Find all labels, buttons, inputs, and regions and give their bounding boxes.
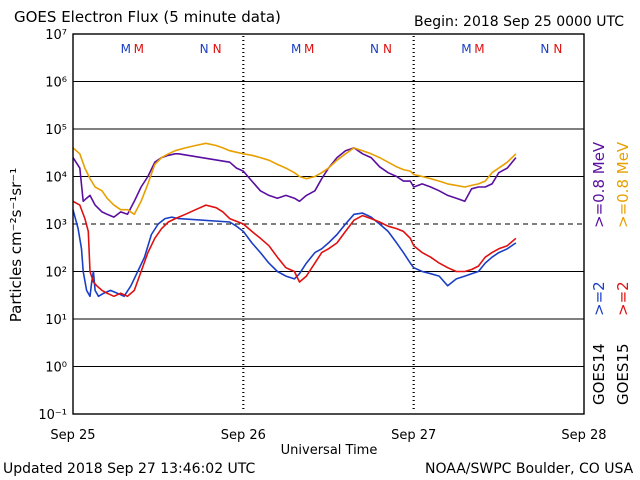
marker-label: M <box>304 42 314 56</box>
y-tick-label: 10⁶ <box>45 76 67 91</box>
marker-label: N <box>370 42 379 56</box>
y-axis-label: Particles cm⁻²s⁻¹sr⁻¹ <box>7 168 25 322</box>
grid <box>73 80 584 368</box>
marker-label: N <box>200 42 209 56</box>
marker-label: M <box>461 42 471 56</box>
x-axis-label: Universal Time <box>281 443 378 458</box>
legend: GOES14 >=2 >=0.8 MeV GOES15 >=2 >=0.8 Me… <box>590 141 632 405</box>
series-layer <box>72 142 517 298</box>
y-tick-label: 10⁻¹ <box>38 408 67 423</box>
series-line <box>72 142 517 216</box>
y-tick-label: 10⁵ <box>45 123 67 138</box>
marker-label: N <box>553 42 562 56</box>
series-line <box>72 200 517 298</box>
chart-title: GOES Electron Flux (5 minute data) <box>14 8 281 26</box>
y-tick-label: 10⁴ <box>45 171 67 186</box>
legend-ge2-goes15: >=2 <box>614 281 632 316</box>
y-tick-label: 10² <box>45 266 67 281</box>
legend-ge08-goes15: >=0.8 MeV <box>614 141 632 228</box>
plot-frame <box>72 33 585 415</box>
y-tick-label: 10⁰ <box>45 361 67 376</box>
marker-label: M <box>474 42 484 56</box>
legend-goes14: GOES14 <box>590 343 608 405</box>
marker-label: N <box>383 42 392 56</box>
marker-label: M <box>121 42 131 56</box>
legend-goes15: GOES15 <box>614 343 632 405</box>
x-tick-labels: Sep 25 Sep 26 Sep 27 Sep 28 <box>50 428 606 443</box>
y-tick-label: 10¹ <box>45 313 67 328</box>
series-line <box>72 147 517 218</box>
x-tick-label: Sep 25 <box>50 428 95 443</box>
x-tick-label: Sep 26 <box>221 428 266 443</box>
begin-label: Begin: 2018 Sep 25 0000 UTC <box>414 14 625 30</box>
y-tick-label: 10³ <box>45 218 67 233</box>
x-tick-label: Sep 28 <box>561 428 606 443</box>
y-tick-labels: 10⁻¹ 10⁰ 10¹ 10² 10³ 10⁴ 10⁵ 10⁶ 10⁷ <box>38 28 67 423</box>
credit-label: NOAA/SWPC Boulder, CO USA <box>425 461 634 477</box>
legend-ge08-goes14: >=0.8 MeV <box>590 141 608 228</box>
marker-label: M <box>291 42 301 56</box>
x-tick-label: Sep 27 <box>391 428 436 443</box>
marker-label: N <box>213 42 222 56</box>
y-tick-label: 10⁷ <box>45 28 67 43</box>
series-line <box>72 209 517 298</box>
marker-label: M <box>134 42 144 56</box>
legend-ge2-goes14: >=2 <box>590 281 608 316</box>
marker-label: N <box>540 42 549 56</box>
updated-label: Updated 2018 Sep 27 13:46:02 UTC <box>3 461 256 477</box>
